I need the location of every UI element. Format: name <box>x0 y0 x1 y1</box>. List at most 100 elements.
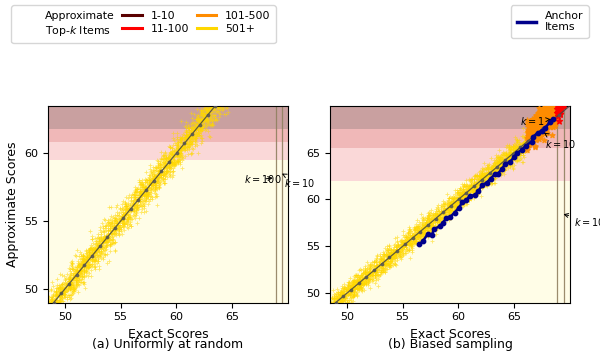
Point <box>188 119 198 125</box>
Point <box>452 188 461 193</box>
Point <box>355 286 364 292</box>
Point <box>204 109 214 114</box>
Point <box>335 297 344 303</box>
Point <box>236 73 246 78</box>
Point <box>149 171 159 177</box>
Point <box>503 145 512 151</box>
Point <box>252 57 262 62</box>
Point <box>51 297 61 303</box>
Point <box>529 117 538 123</box>
Point <box>359 274 368 280</box>
Point <box>187 129 196 135</box>
Point <box>273 3 283 9</box>
Point <box>83 263 92 268</box>
Point <box>240 49 250 55</box>
Point <box>371 270 380 276</box>
Point <box>168 161 178 167</box>
Point <box>213 94 223 100</box>
Point <box>430 218 439 223</box>
Point <box>247 55 257 61</box>
Point <box>477 170 487 176</box>
Point <box>74 270 83 276</box>
Point <box>156 156 166 162</box>
Point <box>248 84 258 90</box>
Point <box>433 203 443 208</box>
Point <box>200 94 210 100</box>
Point <box>131 188 140 194</box>
Point <box>244 50 254 55</box>
Point <box>135 189 145 194</box>
Point <box>496 158 505 164</box>
Point <box>496 159 505 165</box>
Point <box>238 66 248 71</box>
Point <box>446 210 455 216</box>
Point <box>118 220 127 226</box>
Point <box>170 161 180 167</box>
Point <box>425 218 434 224</box>
Point <box>522 134 532 139</box>
Point <box>419 230 429 235</box>
Point <box>253 45 262 50</box>
Point <box>140 184 149 190</box>
Point <box>437 222 447 227</box>
Point <box>531 129 541 135</box>
Point <box>119 227 129 232</box>
Point <box>439 208 448 214</box>
Point <box>427 227 436 233</box>
Point <box>173 159 183 164</box>
Point <box>520 140 529 146</box>
Point <box>435 212 445 217</box>
Point <box>250 30 259 36</box>
Point <box>478 177 487 183</box>
Point <box>132 204 142 210</box>
Point <box>457 192 466 197</box>
Point <box>167 152 177 157</box>
Point <box>455 197 464 203</box>
Point <box>91 245 100 251</box>
Point <box>44 327 54 333</box>
Point <box>209 99 219 105</box>
Point <box>365 273 375 278</box>
Point <box>380 253 389 258</box>
Point <box>417 227 427 233</box>
Point <box>137 193 147 198</box>
Point <box>84 265 94 270</box>
Point <box>462 201 472 207</box>
Point <box>356 287 366 293</box>
Point <box>486 176 496 181</box>
Point <box>128 200 137 205</box>
Point <box>400 234 409 240</box>
Point <box>118 215 127 221</box>
Point <box>551 100 561 106</box>
Point <box>238 69 248 75</box>
Point <box>531 135 541 140</box>
Point <box>400 237 409 243</box>
Point <box>429 226 439 232</box>
Point <box>505 163 514 169</box>
Point <box>400 249 410 254</box>
Point <box>495 166 505 172</box>
Point <box>121 211 130 217</box>
Point <box>100 223 110 228</box>
Point <box>362 265 372 271</box>
Point <box>168 155 178 160</box>
Point <box>199 119 208 125</box>
Point <box>359 281 368 286</box>
Point <box>69 282 79 288</box>
Point <box>226 76 236 82</box>
Point <box>444 195 454 201</box>
Point <box>238 75 247 81</box>
Point <box>76 261 86 267</box>
Point <box>535 122 545 127</box>
Point <box>457 204 466 210</box>
Point <box>326 303 335 309</box>
Point <box>97 232 106 237</box>
Point <box>439 201 448 207</box>
Point <box>347 289 357 295</box>
Point <box>467 191 477 197</box>
Point <box>340 285 349 291</box>
Point <box>241 58 250 64</box>
Point <box>346 283 355 288</box>
Point <box>79 268 89 274</box>
Point <box>128 212 137 218</box>
